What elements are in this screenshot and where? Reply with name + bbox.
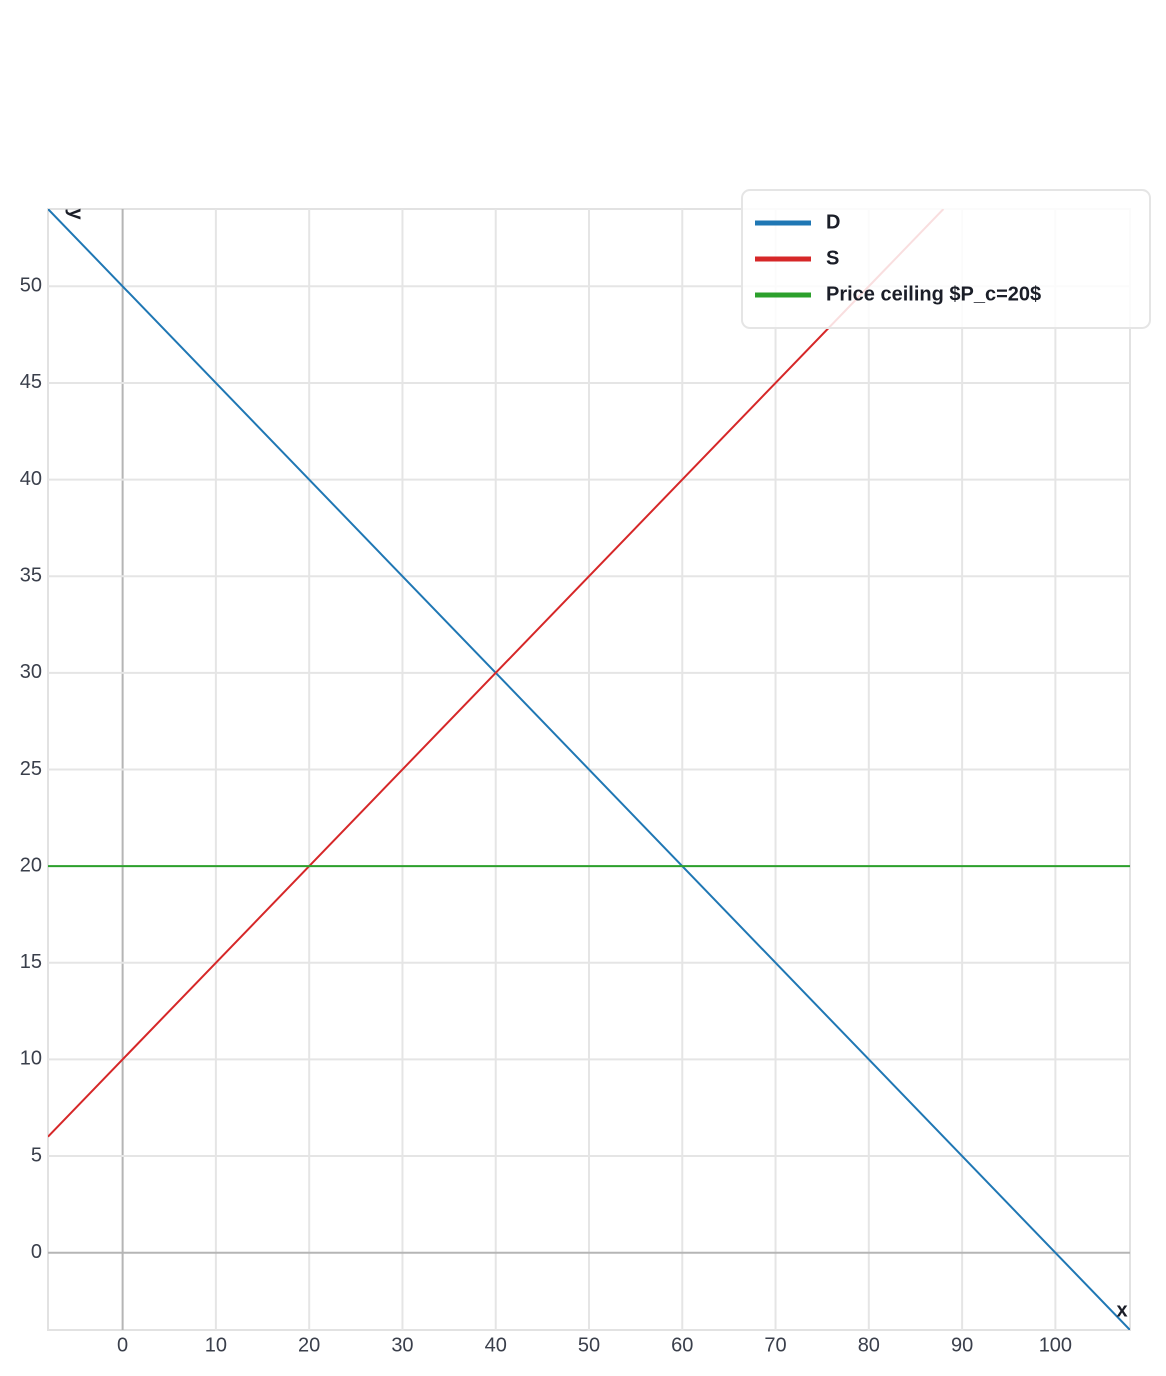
legend-label: Price ceiling $P_c=20$ (826, 283, 1041, 305)
x-tick-label: 70 (764, 1334, 786, 1356)
legend-box (741, 189, 1151, 329)
y-tick-label: 35 (20, 565, 42, 587)
y-tick-label: 20 (20, 854, 42, 876)
y-tick-label: 25 (20, 758, 42, 780)
y-tick-label: 15 (20, 951, 42, 973)
x-tick-label: 50 (578, 1334, 600, 1356)
x-tick-label: 90 (951, 1334, 973, 1356)
y-tick-label: 50 (20, 275, 42, 297)
x-tick-label: 40 (485, 1334, 507, 1356)
grid (47, 208, 1131, 1331)
legend-label: D (826, 211, 840, 233)
legend-label: S (826, 247, 839, 269)
y-tick-label: 10 (20, 1048, 42, 1070)
x-tick-label: 60 (671, 1334, 693, 1356)
y-tick-label: 30 (20, 661, 42, 683)
series-line (48, 209, 945, 1138)
x-axis-label: x (1116, 1299, 1127, 1321)
y-tick-label: 40 (20, 468, 42, 490)
ticks: 0 10 20 30 40 50 60 70 80 90 100 0 5 10 15 20 25 30 35 40 45… (20, 275, 1072, 1357)
plot-area (48, 209, 1130, 1330)
x-tick-label: 80 (858, 1334, 880, 1356)
y-tick-label: 5 (31, 1144, 42, 1166)
y-axis-label: y (65, 208, 87, 220)
x-tick-label: 10 (205, 1334, 227, 1356)
x-tick-label: 100 (1039, 1334, 1072, 1356)
x-tick-label: 0 (117, 1334, 128, 1356)
x-tick-label: 30 (391, 1334, 413, 1356)
y-tick-label: 45 (20, 371, 42, 393)
x-tick-label: 20 (298, 1334, 320, 1356)
legend: DS Price ceiling $P_c=20$ (741, 189, 1151, 329)
series-line (48, 209, 1130, 1330)
y-tick-label: 0 (31, 1241, 42, 1263)
